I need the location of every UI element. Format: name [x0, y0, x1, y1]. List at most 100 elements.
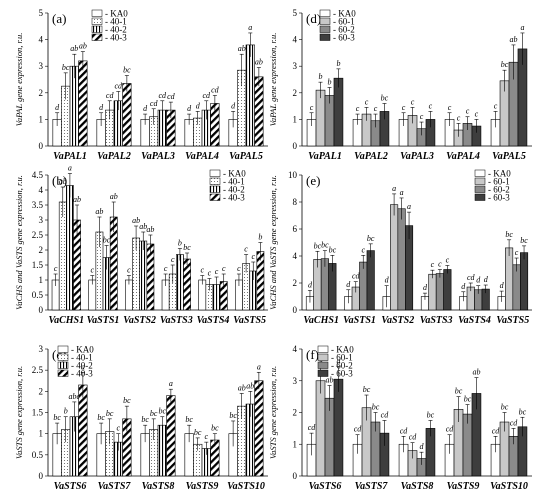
panel0-significance-letter: d: [143, 104, 148, 113]
panel4-legend-label: - 60-1: [488, 177, 510, 187]
panel2-category-label: VaSTS8: [142, 481, 175, 492]
panel4-significance-letter: cd: [467, 273, 476, 282]
panel3-significance-letter: c: [448, 103, 452, 112]
panel3-legend-swatch: [319, 33, 331, 41]
panel3-significance-letter: b: [327, 77, 331, 86]
panel2-significance-letter: bc: [229, 411, 237, 420]
panel0-category-label: VaPAL1: [53, 151, 87, 162]
panel1-legend-label: - KA0: [223, 169, 246, 179]
panel2-y-tick-label: 2: [39, 386, 44, 396]
panel5-bar: [333, 378, 344, 477]
panel2-legend-swatch: [57, 369, 69, 377]
panel0-significance-letter: a: [248, 23, 252, 32]
panel5-significance-letter: d: [419, 442, 424, 451]
panel3-significance-letter: c: [457, 113, 461, 122]
panel0-category-label: VaPAL2: [97, 151, 131, 162]
panel1-y-tick-label: 3.5: [32, 200, 44, 210]
panel3-significance-letter: c: [402, 103, 406, 112]
panel2-significance-letter: a: [81, 362, 85, 371]
panel1-bar: [139, 240, 148, 311]
panel3-bar: [315, 89, 326, 147]
panel1-significance-letter: ab: [146, 225, 154, 234]
panel5-category-label: VaSTS10: [490, 481, 528, 492]
panel0-category-label: VaPAL5: [229, 151, 263, 162]
panel4-significance-letter: c: [438, 260, 442, 269]
panel4-significance-letter: a: [392, 184, 396, 193]
panel4-significance-letter: bc: [505, 230, 513, 239]
panel0-legend-swatch: [91, 25, 103, 33]
panel2-legend-label: - 40-2: [71, 361, 93, 371]
panel3-significance-letter: c: [420, 112, 424, 121]
panel1-y-tick-label: 4.5: [32, 170, 44, 180]
panel2-y-tick-label: 3: [39, 344, 44, 354]
panel0-significance-letter: ab: [79, 42, 87, 51]
panel4-significance-letter: c: [361, 245, 365, 254]
panel3-significance-letter: ab: [509, 35, 517, 44]
panel1-y-tick-label: 0.5: [32, 290, 44, 300]
panel1-y-tick-label: 0: [39, 305, 44, 315]
panel5-significance-letter: bc: [501, 403, 509, 412]
panel1-significance-letter: bc: [183, 243, 191, 252]
panel5-legend-label: - 60-1: [331, 353, 353, 363]
panel1-category-label: VaSTS5: [233, 315, 266, 326]
panel4-significance-letter: a: [407, 202, 411, 211]
panel2-bar: [166, 395, 176, 477]
panel5-significance-letter: cd: [409, 433, 418, 442]
panel2-significance-letter: bc: [185, 415, 193, 424]
panel4-legend-label: - 60-2: [488, 185, 510, 195]
panel5-significance-letter: cd: [492, 426, 501, 435]
panel4-significance-letter: d: [461, 282, 466, 291]
panel3-significance-letter: c: [475, 109, 479, 118]
panel4-significance-letter: d: [476, 276, 481, 285]
panel4-y-axis-label: VaCHS and VaSTS gene expression, r.u.: [268, 175, 278, 310]
panel5-bar: [315, 380, 326, 477]
panel0-significance-letter: cd: [159, 91, 168, 100]
panel0-category-label: VaPAL3: [141, 151, 175, 162]
panel3-category-label: VaPAL3: [400, 151, 434, 162]
panel1-bar: [183, 258, 191, 311]
panel1-significance-letter: ab: [73, 195, 81, 204]
panel2-y-tick-label: 2.5: [32, 365, 44, 375]
panel2-significance-letter: bc: [106, 409, 114, 418]
panel3-legend-swatch: [319, 25, 331, 33]
panel1-significance-letter: c: [171, 255, 175, 264]
panel2-y-axis-label: VaSTS gene expression, r.u.: [14, 366, 24, 459]
panel5-y-tick-label: 2: [293, 408, 298, 418]
panel2-significance-letter: a: [169, 379, 173, 388]
panel2-significance-letter: bc: [159, 407, 167, 416]
panel5-significance-letter: cd: [354, 425, 363, 434]
panel3-significance-letter: a: [520, 23, 524, 32]
panel0-legend-swatch: [91, 17, 103, 25]
panel4-legend-label: - KA0: [488, 169, 511, 179]
panel2-significance-letter: c: [117, 424, 121, 433]
panel5-y-tick-label: 0: [293, 471, 298, 481]
panel4-significance-letter: bc: [321, 241, 329, 250]
panel2-significance-letter: ab: [246, 381, 254, 390]
panel5-significance-letter: a: [336, 356, 340, 365]
panel4-legend-swatch: [474, 169, 486, 177]
panel4-significance-letter: bc: [314, 241, 322, 250]
panel5-legend-label: - KA0: [331, 345, 354, 355]
panel2-legend-label: - 40-1: [71, 353, 93, 363]
panel1-significance-letter: c: [237, 264, 241, 273]
panel2-significance-letter: bc: [123, 396, 131, 405]
panel0-legend-label: - 40-3: [105, 33, 127, 43]
panel2-y-tick-label: 0: [39, 471, 44, 481]
panel1-significance-letter: c: [222, 264, 226, 273]
panel1-significance-letter: b: [258, 233, 262, 242]
panel5-significance-letter: bc: [372, 403, 380, 412]
panel5-significance-letter: bc: [363, 385, 371, 394]
panel1-y-tick-label: 4: [39, 185, 44, 195]
panel2-significance-letter: ab: [238, 383, 246, 392]
panel2-significance-letter: a: [257, 362, 261, 371]
panel1-significance-letter: ab: [139, 222, 147, 231]
panel2-significance-letter: bc: [211, 424, 219, 433]
panel5-y-tick-label: 4: [293, 344, 298, 354]
panel1-significance-letter: a: [68, 164, 72, 173]
panel0-y-tick-label: 5: [39, 8, 44, 18]
panel4-y-tick-label: 4: [293, 251, 298, 261]
panel0-significance-letter: d: [55, 103, 60, 112]
panel0-significance-letter: d: [231, 101, 236, 110]
panel2-category-label: VaSTS10: [227, 481, 265, 492]
